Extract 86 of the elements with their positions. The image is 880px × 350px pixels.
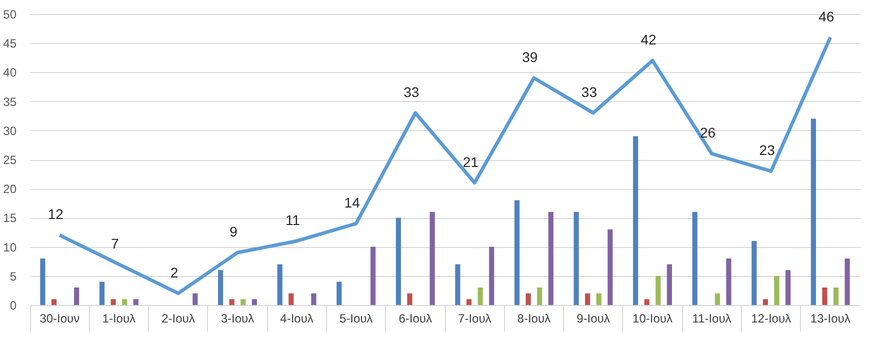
- bar: [633, 136, 638, 305]
- bar: [51, 299, 57, 305]
- bar: [608, 229, 613, 305]
- x-tick-label: 2-Ιουλ: [162, 312, 195, 326]
- bar: [370, 246, 376, 305]
- bar: [833, 288, 839, 305]
- bar: [430, 212, 435, 305]
- x-tick-label: 1-Ιουλ: [102, 312, 136, 326]
- y-tick-label: 45: [3, 36, 17, 51]
- bar: [192, 293, 198, 305]
- bar: [396, 218, 401, 305]
- bar: [218, 270, 224, 305]
- bar: [774, 276, 780, 305]
- x-tick-label: 12-Ιουλ: [751, 312, 792, 326]
- data-label: 23: [759, 142, 776, 158]
- data-label: 33: [581, 84, 598, 100]
- data-label: 33: [404, 84, 420, 100]
- bar: [574, 212, 579, 305]
- data-label: 14: [344, 194, 360, 211]
- y-tick-label: 25: [3, 153, 17, 167]
- data-label: 12: [48, 206, 64, 222]
- y-tick-label: 20: [3, 182, 17, 196]
- y-tick-label: 10: [3, 240, 17, 254]
- y-tick-label: 5: [10, 269, 17, 284]
- bar: [585, 293, 590, 305]
- y-tick-label: 40: [3, 66, 17, 80]
- bar: [311, 293, 316, 305]
- bar: [407, 293, 412, 305]
- bar: [74, 288, 80, 305]
- bar: [526, 293, 531, 305]
- x-tick-label: 8-Ιουλ: [517, 312, 551, 326]
- bar: [656, 276, 661, 305]
- bar: [666, 264, 672, 305]
- x-tick-label: 6-Ιουλ: [398, 312, 432, 326]
- bar: [489, 246, 494, 305]
- bar: [455, 264, 460, 305]
- bar: [692, 212, 698, 305]
- bar: [822, 288, 828, 305]
- bar: [785, 270, 791, 305]
- data-label: 26: [700, 124, 716, 141]
- x-tick-label: 11-Ιουλ: [692, 312, 732, 326]
- bar: [514, 200, 520, 305]
- bar: [40, 258, 46, 305]
- bar: [277, 264, 282, 305]
- bar: [537, 288, 542, 305]
- data-label: 42: [640, 32, 656, 48]
- x-tick-label: 7-Ιουλ: [458, 312, 492, 326]
- bar: [229, 299, 234, 305]
- x-tick-label: 13-Ιουλ: [810, 312, 850, 326]
- data-label: 46: [818, 8, 834, 24]
- data-label: 7: [111, 235, 120, 252]
- bar: [133, 299, 138, 305]
- x-tick-label: 30-Ιουν: [40, 312, 80, 326]
- y-tick-label: 0: [10, 298, 17, 312]
- data-label: 2: [170, 264, 178, 280]
- bar: [99, 282, 105, 305]
- x-tick-label: 9-Ιουλ: [576, 312, 610, 326]
- bar: [288, 293, 294, 305]
- x-tick-label: 5-Ιουλ: [339, 312, 373, 326]
- y-tick-label: 30: [3, 124, 17, 138]
- x-tick-label: 10-Ιουλ: [632, 312, 672, 326]
- bar: [714, 293, 720, 305]
- bar: [252, 299, 257, 305]
- bar: [548, 212, 554, 305]
- bar: [110, 299, 116, 305]
- data-label: 39: [522, 49, 538, 66]
- data-label: 9: [230, 224, 238, 240]
- data-label: 11: [286, 212, 300, 228]
- bar: [762, 299, 768, 305]
- bar: [336, 282, 342, 305]
- bar: [122, 299, 128, 305]
- data-label: 21: [462, 154, 479, 170]
- y-tick-label: 15: [3, 211, 17, 226]
- y-tick-label: 35: [3, 94, 17, 109]
- bar: [466, 299, 472, 305]
- x-tick-label: 4-Ιουλ: [280, 312, 314, 326]
- x-tick-label: 3-Ιουλ: [220, 312, 254, 326]
- bar: [810, 118, 816, 305]
- bar: [240, 299, 246, 305]
- bar: [644, 299, 650, 305]
- bar: [726, 258, 732, 305]
- y-tick-label: 50: [3, 8, 17, 22]
- bar: [596, 293, 602, 305]
- bar: [752, 240, 757, 305]
- bar: [844, 258, 850, 305]
- bar: [478, 288, 483, 305]
